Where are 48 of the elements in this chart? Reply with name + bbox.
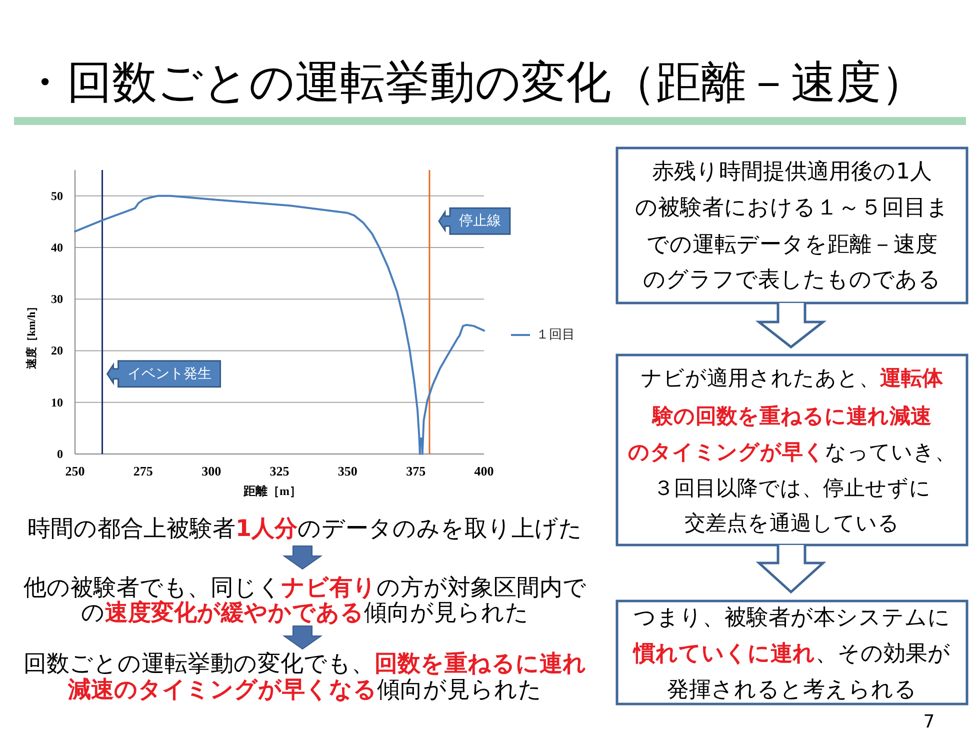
x-tick-label: 275	[133, 464, 154, 478]
y-tick-label: 40	[51, 240, 63, 254]
text: なっていき、	[825, 440, 956, 464]
text: の被験者における１～５回目ま	[635, 196, 949, 220]
text: 傾向が見られた	[364, 600, 529, 626]
text: での運転データを距離－速度	[646, 232, 938, 258]
text: ナビが適用されたあと、	[641, 366, 880, 390]
y-tick-label: 10	[51, 395, 63, 410]
chart-title: ・回数ごとの運転挙動の変化（距離－速度）	[22, 56, 926, 108]
text: ３回目以降では、停止せずに	[653, 476, 931, 500]
x-tick-label: 250	[65, 464, 85, 478]
text: 、その効果が	[816, 642, 950, 666]
text: 減速のタイミングが早くなる	[67, 677, 377, 703]
y-tick-label: 0	[57, 447, 63, 461]
text: つまり、被験者が本システムに	[634, 606, 950, 630]
legend-label: １回目	[536, 328, 575, 342]
text: 慣れていくに連れ	[632, 642, 816, 666]
x-tick-label: 400	[474, 464, 494, 478]
ref-line-label: イベント発生	[127, 366, 212, 382]
text: 発揮されると考えられる	[667, 678, 917, 702]
y-tick-label: 30	[51, 292, 63, 306]
text: 赤残り時間提供適用後の1人	[652, 160, 932, 184]
text: 験の回数を重ねるに連れ減速	[652, 404, 932, 428]
x-axis-title: 距離［m］	[242, 484, 302, 498]
text: ナビ有り	[282, 575, 376, 601]
text: 7	[923, 712, 935, 732]
x-tick-label: 325	[270, 464, 290, 478]
y-tick-label: 50	[51, 188, 63, 203]
text: のタイミングが早く	[628, 440, 825, 464]
y-axis-title: 速度［km/h］	[25, 300, 38, 370]
text: の方が対象区間内で	[376, 575, 586, 601]
text: 交差点を通過している	[684, 511, 900, 535]
text: のグラフで表したものである	[643, 268, 941, 292]
x-tick-label: 300	[202, 464, 222, 478]
text: 速度変化が緩やかである	[105, 599, 364, 626]
text: 運転体	[880, 366, 944, 390]
x-tick-label: 375	[406, 464, 426, 478]
text: の	[81, 600, 105, 626]
text: 1人分	[235, 516, 298, 542]
text: 回数を重ねるに連れ	[374, 651, 586, 677]
text: 回数ごとの運転挙動の変化でも、	[24, 651, 374, 677]
text: 時間の都合上被験者	[27, 516, 236, 542]
ref-line-label: 停止線	[458, 213, 501, 230]
x-tick-label: 350	[338, 464, 358, 478]
text: 他の被験者でも、同じく	[24, 575, 282, 601]
text: 傾向が見られた	[377, 677, 542, 703]
y-tick-label: 20	[51, 344, 63, 358]
text: のデータのみを取り上げた	[298, 516, 583, 542]
